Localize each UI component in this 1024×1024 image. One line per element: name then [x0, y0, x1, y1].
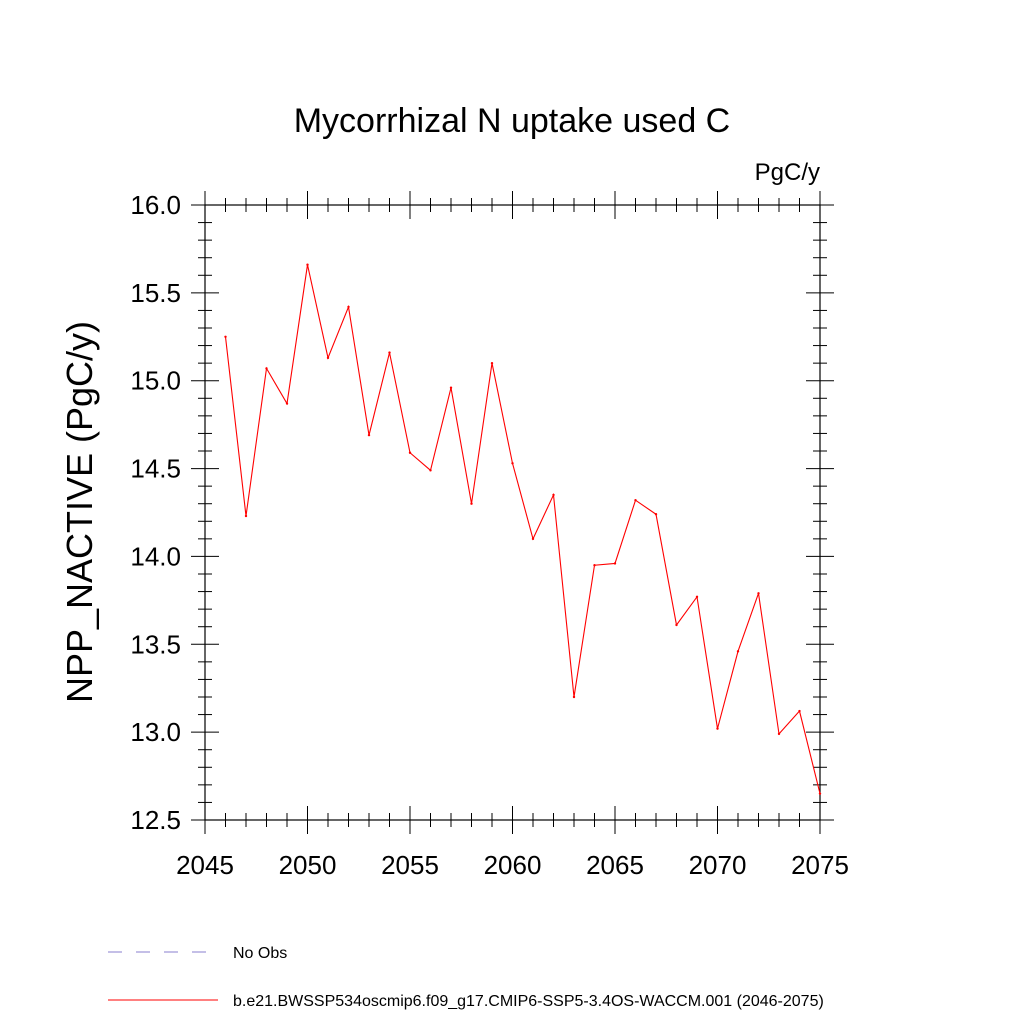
legend-label: No Obs [233, 945, 287, 962]
x-tick-label: 2075 [791, 850, 849, 880]
data-point [695, 595, 699, 599]
x-tick-label: 2070 [689, 850, 747, 880]
data-point [531, 537, 535, 541]
x-tick-label: 2060 [484, 850, 542, 880]
y-tick-label: 13.0 [130, 717, 181, 747]
data-point [224, 335, 227, 338]
data-point [490, 361, 494, 365]
y-axis-label: NPP_NACTIVE (PgC/y) [59, 321, 100, 703]
y-tick-label: 14.5 [130, 454, 181, 484]
data-point [388, 351, 391, 354]
y-tick-label: 15.0 [130, 366, 181, 396]
data-point [798, 709, 801, 713]
data-point [716, 727, 719, 730]
plot-area: 2045 2050 2055 2060 2065 2070 2075 12.5 13.0 13.5… [130, 190, 849, 880]
chart-title: Mycorrhizal N uptake used C [294, 102, 731, 140]
data-point [736, 650, 740, 653]
legend-label: b.e21.BWSSP534oscmip6.f09_g17.CMIP6-SSP5… [233, 993, 824, 1010]
data-point [244, 514, 248, 518]
data-point [757, 592, 760, 595]
data-point [449, 386, 453, 389]
data-point [429, 469, 432, 472]
data-point [654, 513, 658, 516]
data-point [777, 732, 781, 736]
y-tick-label: 12.5 [130, 805, 181, 835]
data-point [613, 562, 617, 565]
data-point [306, 263, 309, 266]
y-tick-label: 16.0 [130, 190, 181, 220]
data-point [367, 433, 371, 437]
data-point [552, 493, 555, 497]
data-point [408, 451, 412, 454]
data-point [634, 499, 637, 502]
legend: No Obs b.e21.BWSSP534oscmip6.f09_g17.CMIP… [108, 945, 824, 1010]
data-point [470, 502, 473, 505]
data-point [593, 564, 596, 567]
data-point [572, 695, 576, 699]
y-tick-label: 13.5 [130, 629, 181, 659]
data-point [818, 792, 822, 795]
data-point [511, 462, 514, 465]
x-tick-label: 2050 [279, 850, 337, 880]
x-tick-label: 2045 [176, 850, 234, 880]
plot-frame [204, 204, 821, 821]
x-tick-label: 2065 [586, 850, 644, 880]
y-tick-label: 15.5 [130, 278, 181, 308]
data-point [347, 305, 350, 309]
data-point [675, 623, 678, 627]
units-label: PgC/y [755, 159, 820, 186]
data-point [326, 356, 330, 360]
series-line [224, 264, 821, 794]
x-tick-label: 2055 [381, 850, 439, 880]
data-point [285, 402, 289, 405]
y-tick-label: 14.0 [130, 541, 181, 571]
data-point [265, 367, 268, 370]
